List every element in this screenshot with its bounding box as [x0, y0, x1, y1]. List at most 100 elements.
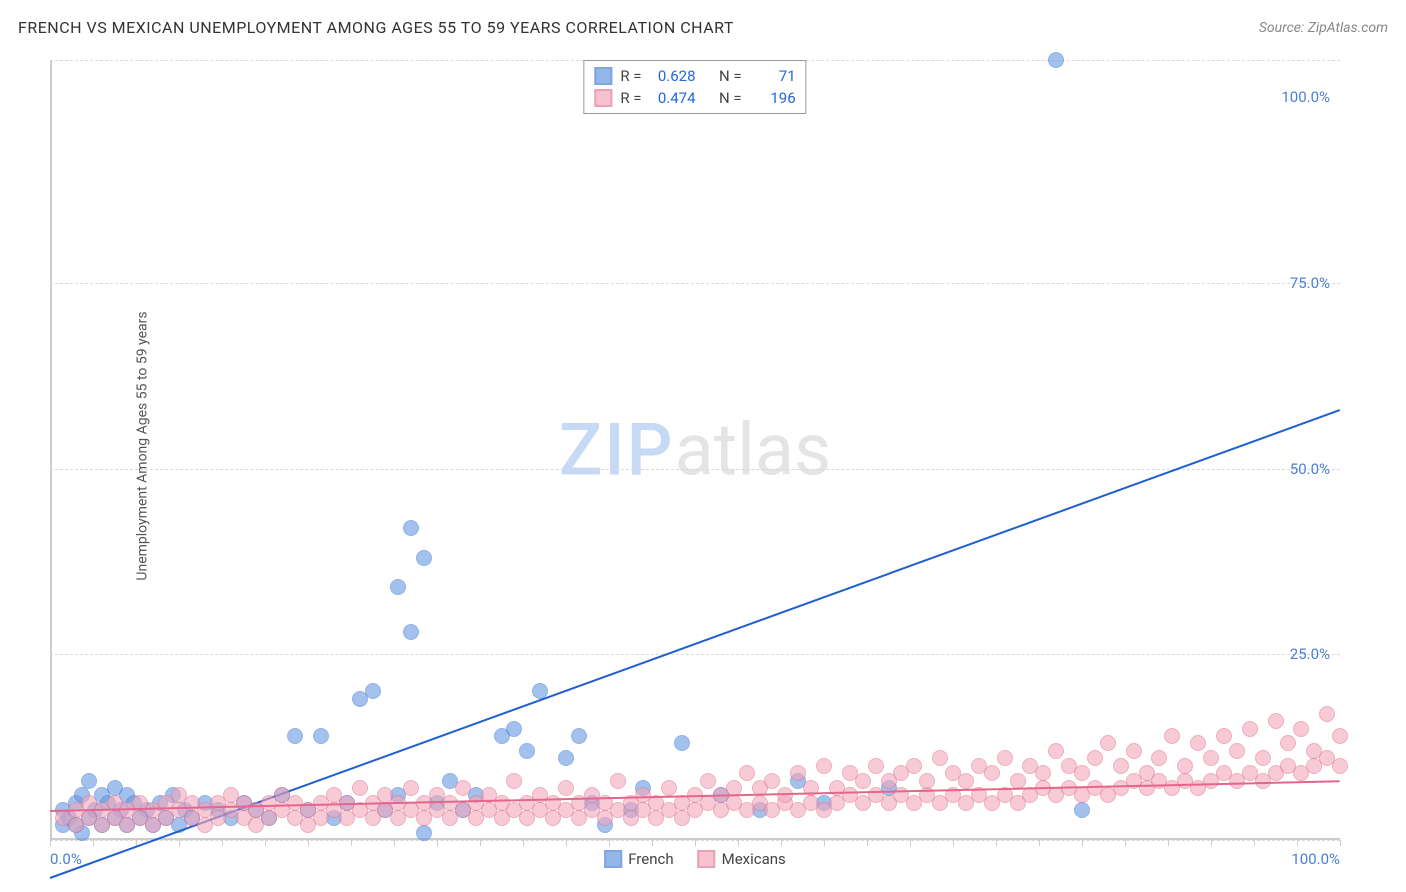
x-tick	[695, 840, 696, 846]
scatter-point	[1100, 735, 1116, 751]
legend-swatch	[604, 850, 622, 868]
y-tick-label: 25.0%	[1290, 645, 1330, 663]
y-tick-label: 100.0%	[1281, 88, 1330, 106]
gridline	[50, 283, 1340, 284]
legend-r-label: R =	[620, 87, 641, 109]
scatter-point	[1048, 743, 1064, 759]
legend-r-value: 0.474	[650, 87, 696, 109]
x-tick	[351, 840, 352, 846]
scatter-point	[855, 773, 871, 789]
scatter-point	[506, 773, 522, 789]
y-tick-label: 50.0%	[1290, 460, 1330, 478]
legend-series-name: Mexicans	[722, 850, 786, 868]
x-tick-label: 0.0%	[50, 850, 82, 868]
legend-swatch	[594, 67, 612, 85]
scatter-point	[558, 780, 574, 796]
scatter-point	[1113, 758, 1129, 774]
scatter-point	[1177, 758, 1193, 774]
scatter-point	[1048, 52, 1064, 68]
scatter-point	[1280, 735, 1296, 751]
scatter-point	[1074, 765, 1090, 781]
watermark-zip: ZIP	[559, 408, 675, 493]
scatter-point	[558, 750, 574, 766]
scatter-point	[1216, 728, 1232, 744]
x-tick	[265, 840, 266, 846]
x-tick	[437, 840, 438, 846]
x-tick	[824, 840, 825, 846]
scatter-point	[455, 780, 471, 796]
scatter-point	[1010, 773, 1026, 789]
x-tick	[222, 840, 223, 846]
watermark-atlas: atlas	[675, 408, 832, 493]
scatter-point	[81, 773, 97, 789]
legend-n-value: 71	[750, 65, 796, 87]
x-tick-label: 100.0%	[1291, 850, 1340, 868]
scatter-point	[1319, 706, 1335, 722]
x-tick	[480, 840, 481, 846]
scatter-point	[1035, 765, 1051, 781]
scatter-point	[1255, 750, 1271, 766]
x-tick	[308, 840, 309, 846]
x-tick	[394, 840, 395, 846]
x-tick	[652, 840, 653, 846]
chart-source: Source: ZipAtlas.com	[1259, 20, 1388, 36]
x-tick	[609, 840, 610, 846]
source-name: ZipAtlas.com	[1308, 20, 1388, 36]
scatter-point	[919, 773, 935, 789]
scatter-point	[997, 750, 1013, 766]
x-tick	[523, 840, 524, 846]
x-tick	[867, 840, 868, 846]
scatter-point	[1087, 750, 1103, 766]
x-tick	[1340, 840, 1341, 846]
scatter-point	[1190, 735, 1206, 751]
x-tick	[781, 840, 782, 846]
scatter-point	[906, 758, 922, 774]
scatter-point	[519, 743, 535, 759]
scatter-point	[403, 520, 419, 536]
y-tick-label: 75.0%	[1290, 274, 1330, 292]
source-prefix: Source:	[1259, 20, 1308, 36]
scatter-point	[790, 765, 806, 781]
scatter-point	[571, 728, 587, 744]
x-tick	[1039, 840, 1040, 846]
scatter-point	[739, 765, 755, 781]
scatter-point	[365, 683, 381, 699]
scatter-point	[1332, 758, 1348, 774]
legend-n-label: N =	[719, 87, 742, 109]
scatter-point	[1074, 802, 1090, 818]
scatter-point	[287, 728, 303, 744]
scatter-point	[403, 780, 419, 796]
scatter-point	[313, 728, 329, 744]
scatter-point	[610, 773, 626, 789]
scatter-point	[816, 758, 832, 774]
scatter-point	[1332, 728, 1348, 744]
scatter-point	[1151, 750, 1167, 766]
scatter-point	[416, 825, 432, 841]
x-tick	[1168, 840, 1169, 846]
scatter-point	[932, 750, 948, 766]
x-tick	[738, 840, 739, 846]
scatter-point	[1293, 721, 1309, 737]
legend-item: Mexicans	[698, 850, 786, 868]
x-tick	[1297, 840, 1298, 846]
scatter-point	[506, 721, 522, 737]
plot-region: ZIPatlas 25.0%50.0%75.0%100.0%0.0%100.0%	[50, 60, 1340, 840]
chart-title: FRENCH VS MEXICAN UNEMPLOYMENT AMONG AGE…	[18, 18, 734, 37]
chart-area: ZIPatlas 25.0%50.0%75.0%100.0%0.0%100.0%…	[50, 60, 1340, 840]
legend-swatch	[698, 850, 716, 868]
legend-r-value: 0.628	[650, 65, 696, 87]
legend-row: R =0.474 N =196	[594, 87, 795, 109]
scatter-point	[352, 780, 368, 796]
legend-row: R =0.628 N =71	[594, 65, 795, 87]
x-tick	[1082, 840, 1083, 846]
gridline	[50, 469, 1340, 470]
y-axis	[50, 60, 52, 840]
x-tick	[910, 840, 911, 846]
series-legend: French Mexicans	[604, 850, 786, 868]
scatter-point	[700, 773, 716, 789]
legend-item: French	[604, 850, 673, 868]
x-tick	[1211, 840, 1212, 846]
scatter-point	[777, 787, 793, 803]
legend-series-name: French	[628, 850, 673, 868]
correlation-legend: R =0.628 N =71R =0.474 N =196	[583, 60, 806, 114]
